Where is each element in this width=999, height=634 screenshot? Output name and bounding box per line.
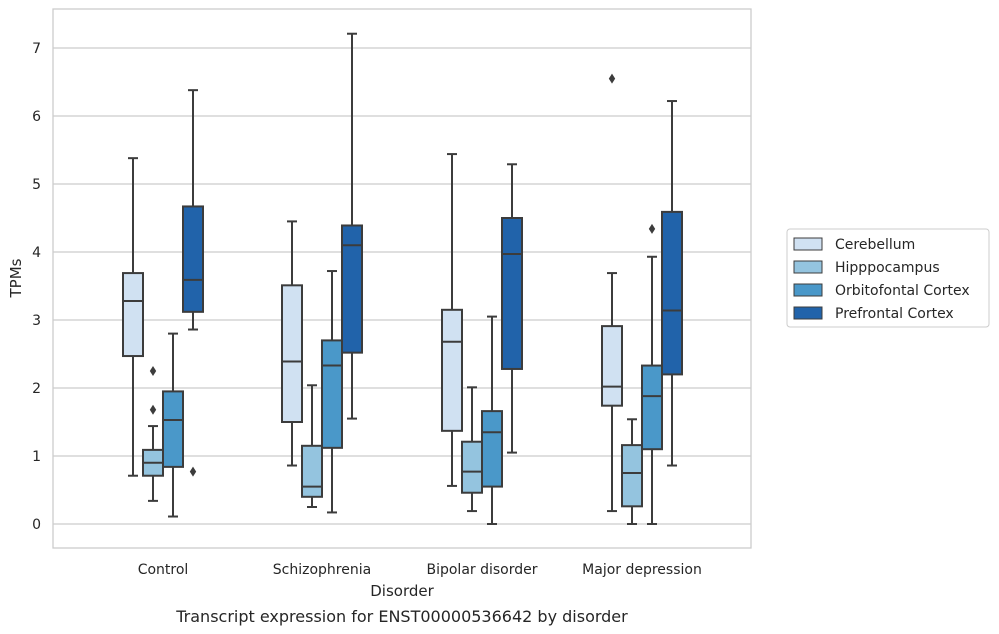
chart-caption: Transcript expression for ENST0000053664… bbox=[175, 607, 628, 626]
y-tick-label: 1 bbox=[32, 449, 41, 465]
box-1-0 bbox=[281, 220, 303, 467]
box-2-3 bbox=[501, 163, 523, 454]
box bbox=[301, 444, 323, 498]
box bbox=[182, 205, 204, 313]
box bbox=[281, 284, 303, 423]
y-axis-label: TPMs bbox=[7, 258, 25, 298]
y-tick-label: 7 bbox=[32, 41, 41, 57]
box bbox=[641, 364, 663, 451]
box-0-3 bbox=[182, 89, 204, 477]
x-tick-label: Bipolar disorder bbox=[426, 562, 537, 578]
box-0-2 bbox=[162, 332, 184, 518]
y-tick-label: 2 bbox=[32, 381, 41, 397]
y-tick-label: 0 bbox=[32, 517, 41, 533]
x-tick-labels: Control Schizophrenia Bipolar disorder Majo… bbox=[138, 562, 702, 578]
y-tick-label: 3 bbox=[32, 313, 41, 329]
outlier-point bbox=[608, 73, 616, 84]
box-1-3 bbox=[341, 32, 363, 420]
box-3-0 bbox=[601, 73, 623, 513]
box-2-0 bbox=[441, 153, 463, 487]
box-3-3 bbox=[661, 100, 683, 467]
box bbox=[481, 410, 503, 488]
box-3-2 bbox=[641, 223, 663, 525]
legend-swatch bbox=[793, 237, 823, 251]
box-1-1 bbox=[301, 384, 323, 508]
box-3-1 bbox=[621, 418, 643, 525]
box bbox=[122, 272, 144, 358]
plot-area-frame bbox=[52, 8, 752, 549]
y-tick-labels: 0 1 2 3 4 5 6 7 bbox=[32, 41, 41, 533]
outlier-point bbox=[648, 223, 656, 234]
legend-swatch bbox=[793, 260, 823, 274]
box bbox=[341, 224, 363, 354]
box-0-0 bbox=[122, 157, 144, 477]
legend-label: Cerebellum bbox=[835, 237, 915, 253]
x-tick-label: Schizophrenia bbox=[273, 562, 371, 578]
box bbox=[661, 210, 683, 376]
box bbox=[601, 325, 623, 407]
box-1-2 bbox=[321, 270, 343, 514]
box bbox=[501, 217, 523, 370]
y-tick-label: 5 bbox=[32, 177, 41, 193]
box bbox=[162, 390, 184, 468]
legend-label: Orbitofontal Cortex bbox=[835, 283, 970, 299]
box-2-1 bbox=[461, 386, 483, 513]
outlier-point bbox=[149, 366, 157, 376]
legend-swatch bbox=[793, 306, 823, 320]
outlier-point bbox=[149, 404, 157, 415]
y-tick-label: 6 bbox=[32, 109, 41, 125]
legend: Cerebellum Hipppocampus Orbitofontal Corte… bbox=[786, 228, 990, 328]
box bbox=[321, 339, 343, 449]
box-plots bbox=[122, 32, 683, 525]
legend-label: Prefrontal Cortex bbox=[835, 306, 954, 322]
x-axis-label: Disorder bbox=[370, 582, 434, 600]
legend-frame bbox=[786, 228, 990, 328]
box bbox=[621, 444, 643, 508]
legend-swatch bbox=[793, 283, 823, 297]
box-2-2 bbox=[481, 315, 503, 525]
legend-label: Hipppocampus bbox=[835, 260, 940, 276]
x-tick-label: Major depression bbox=[582, 562, 702, 578]
box bbox=[441, 308, 463, 432]
x-tick-label: Control bbox=[138, 562, 189, 578]
box-0-1 bbox=[142, 366, 164, 502]
box bbox=[461, 440, 483, 494]
y-tick-label: 4 bbox=[32, 245, 41, 261]
outlier-point bbox=[189, 466, 197, 477]
